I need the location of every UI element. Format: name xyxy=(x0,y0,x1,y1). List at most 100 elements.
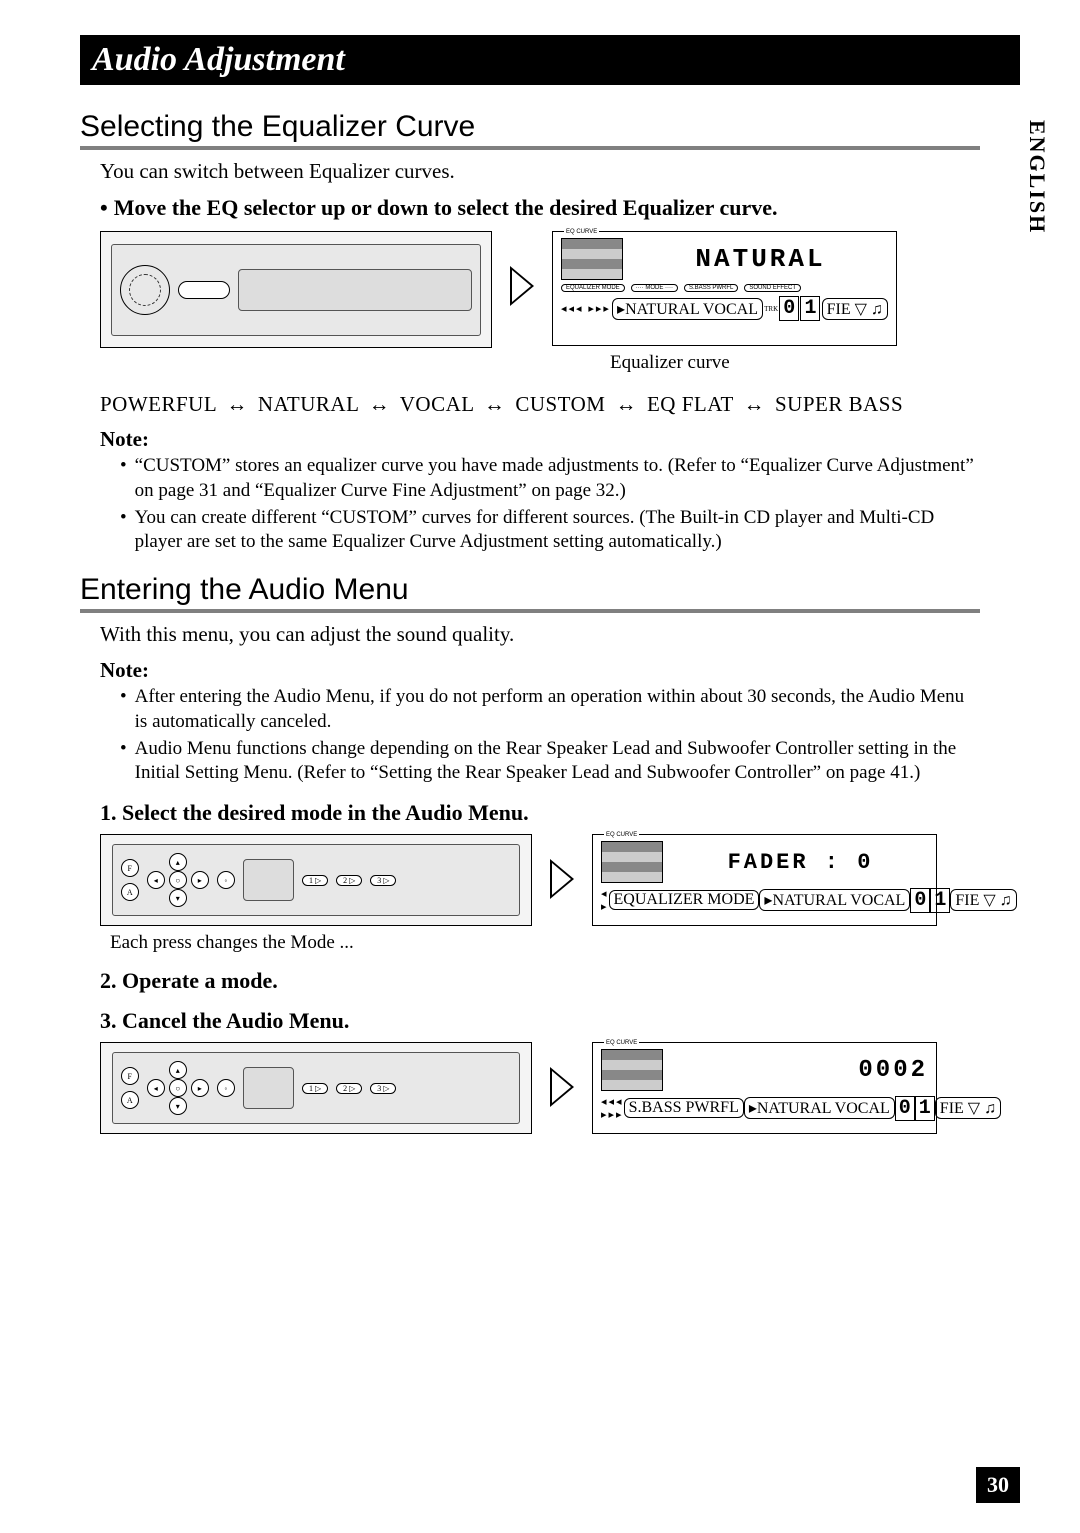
right-arrow-icon: ▸ xyxy=(191,1079,209,1097)
label-fie2: FIE ▽ ♫ xyxy=(950,889,1016,911)
lcd-display-3: 0002 ◂◂◂ ▸▸▸ S.BASS PWRFL ▸NATURAL VOCAL… xyxy=(592,1042,937,1134)
circle-btn-icon: ◦ xyxy=(217,1079,235,1097)
label-natural: ▸NATURAL VOCAL xyxy=(612,298,763,320)
right-arrow-icon: ▸ xyxy=(191,871,209,889)
bidir-arrow-icon: ↔ xyxy=(739,392,769,417)
f-button-icon: F xyxy=(121,859,139,877)
label-eq-mode2: EQUALIZER MODE xyxy=(609,890,760,910)
eq-curve-icon xyxy=(601,1049,663,1091)
preset-1-icon: 1 ▷ xyxy=(302,1083,328,1094)
figure-row-3: F A ▴ ◂○▸ ▾ ◦ 1 ▷ 2 ▷ 3 ▷ 0002 xyxy=(100,1042,1020,1134)
language-tab: ENGLISH xyxy=(1024,120,1050,234)
eq-mode-2: VOCAL xyxy=(400,392,474,416)
f-button-icon: F xyxy=(121,1067,139,1085)
bidir-arrow-icon: ↔ xyxy=(222,392,252,417)
label-fie: FIE ▽ ♫ xyxy=(822,298,888,320)
note2-1: Audio Menu functions change depending on… xyxy=(135,737,980,786)
eq-selector-icon xyxy=(178,281,230,299)
preset-3-icon: 3 ▷ xyxy=(370,1083,396,1094)
note-heading-1: Note: xyxy=(100,427,1020,452)
lcd-display-2: FADER : 0 ◂ ▸ EQUALIZER MODE ▸NATURAL VO… xyxy=(592,834,937,926)
device-panel-2: F A ▴ ◂○▸ ▾ ◦ 1 ▷ 2 ▷ 3 ▷ xyxy=(100,834,532,926)
digit-1c: 1 xyxy=(915,1096,935,1121)
note-list-1: •“CUSTOM” stores an equalizer curve you … xyxy=(120,454,980,555)
a-button-icon: A xyxy=(121,1091,139,1109)
note-heading-2: Note: xyxy=(100,658,1020,683)
manual-page: Audio Adjustment ENGLISH Selecting the E… xyxy=(0,0,1080,1533)
digit-0c: 0 xyxy=(895,1096,915,1121)
label-sbass3: S.BASS PWRFL xyxy=(624,1098,744,1118)
figure-row-2: F A ▴ ◂○▸ ▾ ◦ 1 ▷ 2 ▷ 3 ▷ FADER : 0 xyxy=(100,834,1020,926)
digit-0b: 0 xyxy=(910,888,930,913)
label-fie3: FIE ▽ ♫ xyxy=(935,1097,1001,1119)
circle-btn-icon: ◦ xyxy=(217,871,235,889)
center-icon: ○ xyxy=(169,871,187,889)
page-number: 30 xyxy=(976,1467,1020,1503)
label-natural2: ▸NATURAL VOCAL xyxy=(759,889,910,911)
eq-mode-4: EQ FLAT xyxy=(647,392,734,416)
device-panel-3: F A ▴ ◂○▸ ▾ ◦ 1 ▷ 2 ▷ 3 ▷ xyxy=(100,1042,532,1134)
lcd-display-1: NATURAL EQUALIZER MODE ···· MODE ···· S.… xyxy=(552,231,897,346)
eq-mode-sequence: POWERFUL ↔ NATURAL ↔ VOCAL ↔ CUSTOM ↔ EQ… xyxy=(100,392,1000,417)
step-1: 1. Select the desired mode in the Audio … xyxy=(100,800,1020,826)
arrow-right-icon xyxy=(550,1067,574,1107)
bidir-arrow-icon: ↔ xyxy=(364,392,394,417)
step-3: 3. Cancel the Audio Menu. xyxy=(100,1008,1020,1034)
arrow-right-icon xyxy=(550,859,574,899)
eq-curve-icon xyxy=(561,238,623,280)
label-trk: TRK xyxy=(764,305,778,313)
a-button-icon: A xyxy=(121,883,139,901)
arrow-right-icon xyxy=(510,266,534,306)
display-text-3: 0002 xyxy=(673,1057,928,1084)
prev-next-icon: ◂◂◂ ▸▸▸ xyxy=(601,1095,624,1121)
digit-1: 1 xyxy=(800,296,820,321)
note1-0: “CUSTOM” stores an equalizer curve you h… xyxy=(135,454,980,503)
section1-instruction: •Move the EQ selector up or down to sele… xyxy=(100,195,980,221)
eq-mode-0: POWERFUL xyxy=(100,392,216,416)
section-title-audio-menu: Entering the Audio Menu xyxy=(80,573,980,613)
eq-mode-1: NATURAL xyxy=(258,392,359,416)
step-2: 2. Operate a mode. xyxy=(100,968,1020,994)
note2-0: After entering the Audio Menu, if you do… xyxy=(135,685,980,734)
section2-intro: With this menu, you can adjust the sound… xyxy=(100,621,980,648)
preset-2-icon: 2 ▷ xyxy=(336,1083,362,1094)
left-arrow-icon: ◂ xyxy=(147,871,165,889)
instruction-text: Move the EQ selector up or down to selec… xyxy=(114,195,778,220)
label-sbass: S.BASS PWRFL xyxy=(684,284,738,292)
down-arrow-icon: ▾ xyxy=(169,1097,187,1115)
up-arrow-icon: ▴ xyxy=(169,1061,187,1079)
bidir-arrow-icon: ↔ xyxy=(611,392,641,417)
label-natural3: ▸NATURAL VOCAL xyxy=(744,1097,895,1119)
eq-knob-icon xyxy=(120,265,170,315)
note-list-2: •After entering the Audio Menu, if you d… xyxy=(120,685,980,786)
down-arrow-icon: ▾ xyxy=(169,889,187,907)
screen-slot2-icon xyxy=(243,859,294,901)
left-right-icon: ◂ ▸ xyxy=(601,887,609,913)
eq-mode-3: CUSTOM xyxy=(515,392,605,416)
eq-curve-icon xyxy=(601,841,663,883)
note1-1: You can create different “CUSTOM” curves… xyxy=(135,506,980,555)
chapter-header: Audio Adjustment xyxy=(80,35,1020,85)
label-mode: ···· MODE ···· xyxy=(631,284,678,292)
display-text-1: NATURAL xyxy=(633,244,888,274)
prev-next-icon: ◂◂◂ ▸▸▸ xyxy=(561,302,611,315)
eq-mode-5: SUPER BASS xyxy=(775,392,903,416)
preset-3-icon: 3 ▷ xyxy=(370,875,396,886)
up-arrow-icon: ▴ xyxy=(169,853,187,871)
step1-caption: Each press changes the Mode ... xyxy=(110,932,1020,954)
section-title-eq: Selecting the Equalizer Curve xyxy=(80,110,980,150)
center-icon: ○ xyxy=(169,1079,187,1097)
label-sound: SOUND EFFECT xyxy=(744,284,801,292)
display-text-2: FADER : 0 xyxy=(673,850,928,875)
left-arrow-icon: ◂ xyxy=(147,1079,165,1097)
bidir-arrow-icon: ↔ xyxy=(480,392,510,417)
digit-0: 0 xyxy=(779,296,799,321)
label-eq-mode: EQUALIZER MODE xyxy=(561,284,625,292)
figure1-caption: Equalizer curve xyxy=(610,352,1020,374)
digit-1b: 1 xyxy=(930,888,950,913)
screen-slot-icon xyxy=(238,269,473,311)
screen-slot3-icon xyxy=(243,1067,294,1109)
section1-intro: You can switch between Equalizer curves. xyxy=(100,158,980,185)
figure-row-1: NATURAL EQUALIZER MODE ···· MODE ···· S.… xyxy=(100,231,1020,348)
device-panel-1 xyxy=(100,231,492,348)
